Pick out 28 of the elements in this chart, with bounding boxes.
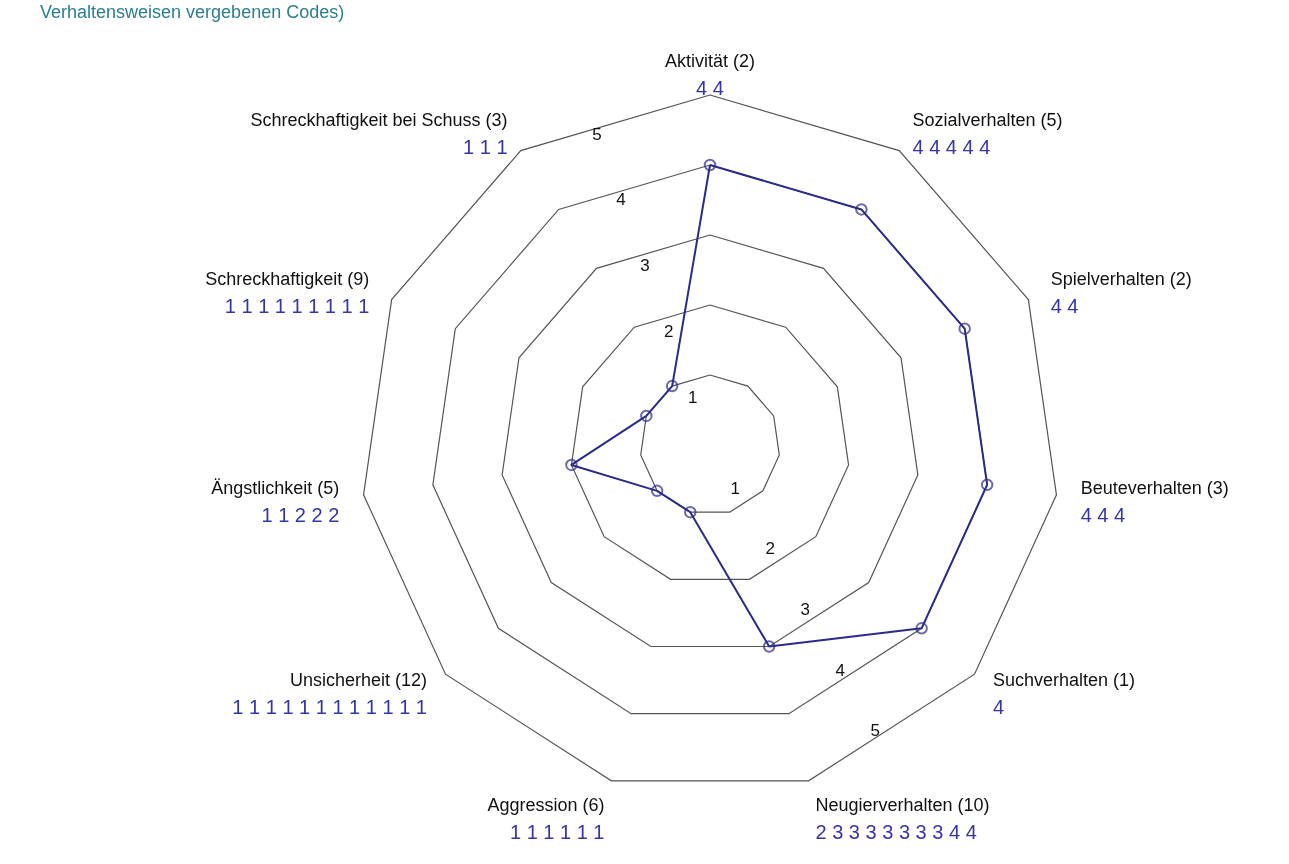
text: 1 1 1	[463, 135, 508, 158]
spoke-label: Spielverhalten (2)	[1050, 269, 1192, 290]
spoke-label: Neugierverhalten (10)	[815, 794, 990, 815]
spoke-label: Aggression (6)	[487, 794, 605, 815]
text: 4 4 4	[1080, 504, 1126, 527]
text: 1 1 1 1 1 1 1 1 1	[224, 295, 370, 318]
spoke-label: Beuteverhalten (3)	[1080, 478, 1229, 499]
spoke-label: Sozialverhalten (5)	[912, 109, 1063, 130]
text: 1 1 2 2 2	[261, 504, 340, 527]
chart-title: Verhaltensweisen vergebenen Codes)	[40, 2, 345, 22]
text: 5	[870, 721, 880, 741]
text: 3	[800, 599, 810, 619]
spoke-label: Aktivität (2)	[664, 50, 756, 71]
spoke-label: Unsicherheit (12)	[289, 670, 427, 691]
text: 1 1 1 1 1 1	[509, 820, 605, 843]
text: 2 3 3 3 3 3 3 3 4 4	[815, 820, 977, 843]
text: 4 4	[1050, 295, 1079, 318]
text: 1	[730, 478, 740, 498]
spoke-label: Suchverhalten (1)	[993, 670, 1136, 691]
spoke-label: Schreckhaftigkeit (9)	[205, 269, 370, 290]
text: 4	[835, 660, 845, 680]
spoke-label: Schreckhaftigkeit bei Schuss (3)	[250, 109, 508, 130]
text: 4 4 4 4 4	[912, 135, 991, 158]
text: 1 1 1 1 1 1 1 1 1 1 1 1	[232, 696, 427, 719]
text: 4	[993, 696, 1005, 719]
spoke-label: Ängstlichkeit (5)	[211, 478, 340, 499]
text: 4 4	[696, 76, 724, 99]
text: 2	[765, 539, 775, 559]
